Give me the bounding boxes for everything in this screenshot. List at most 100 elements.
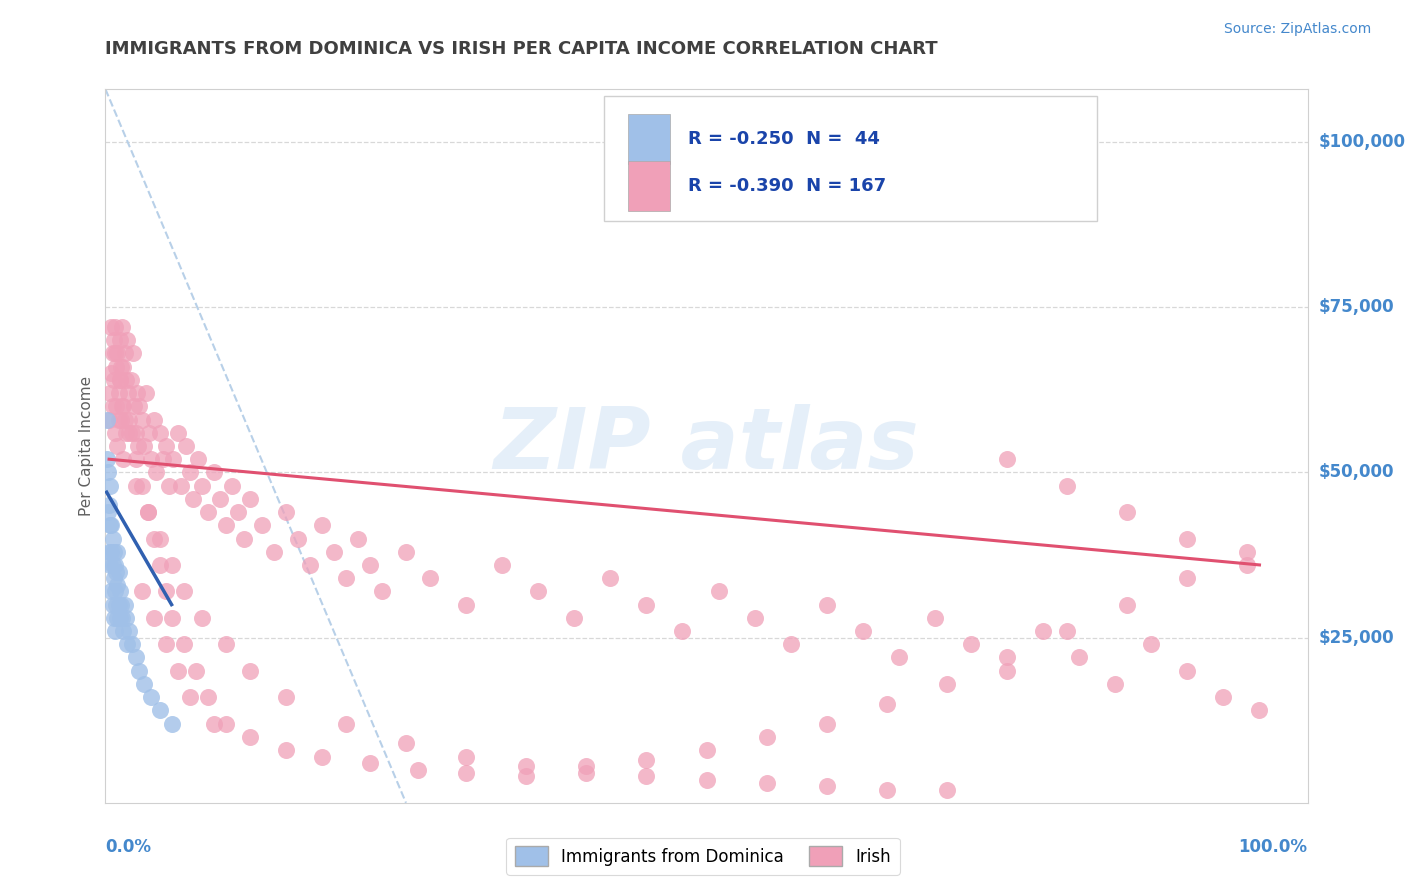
Point	[104, 558, 127, 572]
Point	[1116, 598, 1139, 612]
Point	[112, 359, 135, 374]
Point	[995, 650, 1018, 665]
Point	[103, 333, 125, 347]
Point	[575, 759, 598, 773]
Point	[121, 637, 143, 651]
Point	[454, 766, 477, 780]
Point	[335, 716, 357, 731]
Point	[98, 386, 121, 401]
Point	[1056, 478, 1078, 492]
Point	[107, 598, 129, 612]
Point	[124, 425, 146, 440]
Point	[131, 412, 153, 426]
Point	[208, 491, 231, 506]
Point	[107, 611, 129, 625]
Point	[226, 505, 249, 519]
Point	[755, 776, 778, 790]
Point	[815, 716, 838, 731]
Point	[103, 373, 125, 387]
Point	[335, 571, 357, 585]
Point	[1104, 677, 1126, 691]
Point	[515, 759, 537, 773]
Point	[114, 412, 136, 426]
Point	[359, 558, 381, 572]
Text: ZIP atlas: ZIP atlas	[494, 404, 920, 488]
Point	[105, 565, 128, 579]
Point	[250, 518, 273, 533]
Point	[125, 386, 148, 401]
Y-axis label: Per Capita Income: Per Capita Income	[79, 376, 94, 516]
Text: $100,000: $100,000	[1319, 133, 1406, 151]
Point	[936, 782, 959, 797]
Point	[179, 466, 201, 480]
Point	[139, 452, 162, 467]
Point	[107, 439, 129, 453]
Point	[101, 598, 124, 612]
Point	[166, 425, 188, 440]
Point	[419, 571, 441, 585]
Point	[98, 545, 121, 559]
Point	[111, 400, 134, 414]
Point	[132, 439, 155, 453]
Point	[98, 558, 121, 572]
Point	[108, 611, 131, 625]
Point	[142, 611, 165, 625]
Point	[100, 545, 122, 559]
Point	[239, 491, 262, 506]
Point	[111, 320, 134, 334]
Point	[142, 412, 165, 426]
Point	[1032, 624, 1054, 638]
Point	[160, 558, 183, 572]
Point	[960, 637, 983, 651]
Point	[115, 637, 138, 651]
Point	[111, 611, 134, 625]
Point	[155, 637, 177, 651]
Point	[128, 664, 150, 678]
Point	[707, 584, 730, 599]
Point	[107, 346, 129, 360]
Point	[298, 558, 321, 572]
Point	[779, 637, 801, 651]
Point	[1175, 664, 1198, 678]
Text: Source: ZipAtlas.com: Source: ZipAtlas.com	[1223, 22, 1371, 37]
Point	[170, 478, 193, 492]
Point	[115, 373, 138, 387]
Point	[110, 359, 132, 374]
Point	[114, 598, 136, 612]
Point	[696, 743, 718, 757]
Point	[696, 772, 718, 787]
Point	[97, 505, 120, 519]
Point	[104, 584, 127, 599]
Point	[103, 545, 125, 559]
Point	[115, 425, 138, 440]
Point	[1175, 571, 1198, 585]
Point	[1175, 532, 1198, 546]
FancyBboxPatch shape	[628, 114, 671, 164]
Point	[239, 730, 262, 744]
Point	[152, 452, 174, 467]
Point	[101, 558, 124, 572]
Point	[1140, 637, 1163, 651]
Point	[1116, 505, 1139, 519]
Point	[174, 439, 197, 453]
Point	[347, 532, 370, 546]
Point	[128, 400, 150, 414]
Point	[263, 545, 285, 559]
FancyBboxPatch shape	[628, 161, 671, 211]
Point	[599, 571, 621, 585]
Text: 100.0%: 100.0%	[1239, 838, 1308, 856]
Point	[124, 452, 146, 467]
Point	[101, 346, 124, 360]
Point	[124, 650, 146, 665]
Point	[202, 716, 225, 731]
Point	[96, 412, 118, 426]
Point	[575, 766, 598, 780]
Point	[108, 333, 131, 347]
Point	[100, 320, 122, 334]
Point	[122, 346, 145, 360]
Point	[160, 611, 183, 625]
Point	[148, 425, 170, 440]
Text: $50,000: $50,000	[1319, 464, 1395, 482]
Point	[107, 578, 129, 592]
Text: $75,000: $75,000	[1319, 298, 1395, 317]
